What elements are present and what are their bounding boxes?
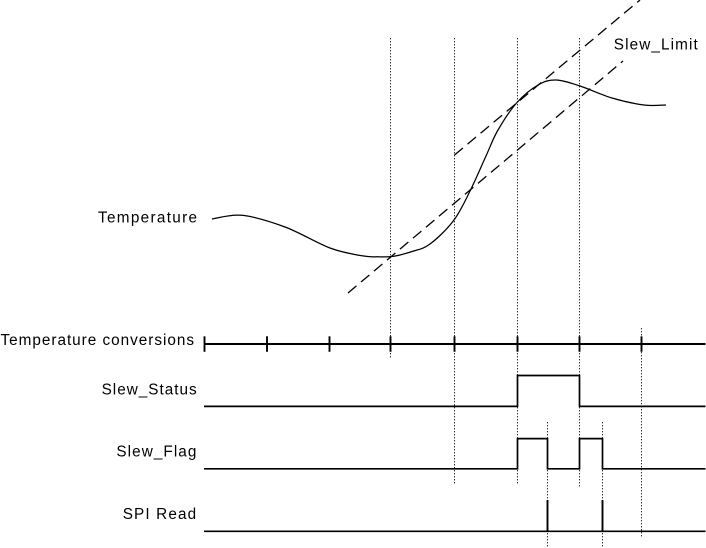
svg-text:Slew_Flag: Slew_Flag xyxy=(116,444,196,461)
svg-text:SPI Read: SPI Read xyxy=(123,506,197,523)
svg-text:Slew_Status: Slew_Status xyxy=(102,382,197,399)
svg-text:Temperature: Temperature xyxy=(98,210,197,227)
svg-text:Slew_Limit: Slew_Limit xyxy=(614,37,699,54)
svg-text:Temperature conversions: Temperature conversions xyxy=(1,332,195,349)
